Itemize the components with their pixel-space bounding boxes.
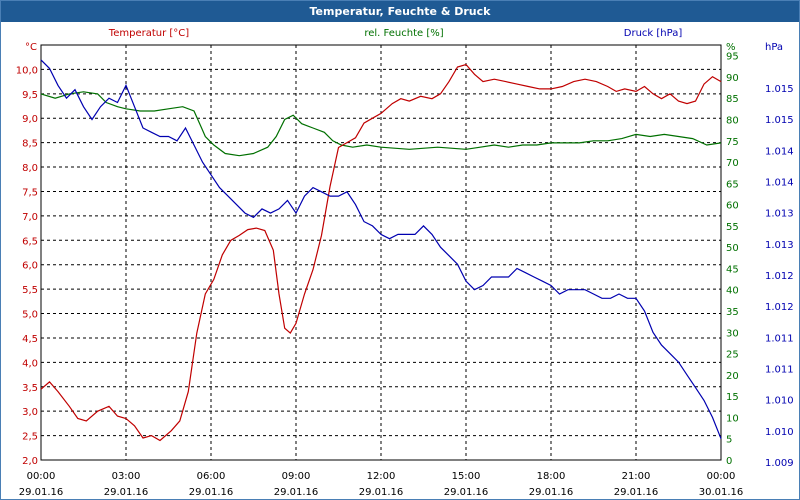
pressure-tick-label: 1.014 [765,178,794,189]
temperature-tick-label: 2,5 [22,432,38,443]
temperature-tick-label: 3,0 [22,407,38,418]
pressure-tick-label: 1.011 [765,333,794,344]
time-tick-label: 03:00 [112,471,141,482]
date-tick-label: 29.01.16 [614,487,659,498]
temperature-tick-label: 10,0 [16,65,38,76]
humidity-tick-label: 40 [726,286,739,297]
humidity-tick-label: 80 [726,115,739,126]
temperature-tick-label: 7,0 [22,212,38,223]
humidity-unit: % [726,42,736,53]
humidity-tick-label: 10 [726,413,739,424]
date-tick-label: 29.01.16 [529,487,574,498]
window-title: Temperatur, Feuchte & Druck [1,1,799,22]
humidity-tick-label: 70 [726,158,739,169]
time-tick-labels: 00:00 29.01.16 03:00 29.01.16 06:00 29.01.16 0… [19,471,744,498]
temperature-unit: °C [25,42,37,53]
humidity-tick-label: 75 [726,137,739,148]
pressure-tick-label: 1.013 [765,240,794,251]
time-tick-label: 09:00 [282,471,311,482]
time-tick-label: 06:00 [197,471,226,482]
humidity-tick-label: 35 [726,307,739,318]
temperature-axis-title: Temperatur [°C] [108,28,189,39]
temperature-tick-label: 9,5 [22,90,38,101]
pressure-tick-label: 1.012 [765,302,794,313]
pressure-tick-label: 1.015 [765,115,794,126]
pressure-tick-label: 1.010 [765,427,794,438]
pressure-tick-label: 1.012 [765,271,794,282]
humidity-tick-label: 65 [726,179,739,190]
temperature-tick-label: 4,0 [22,358,38,369]
temperature-tick-label: 2,0 [22,456,38,467]
grid [40,45,722,461]
humidity-tick-label: 55 [726,222,739,233]
humidity-tick-label: 95 [726,52,739,63]
time-tick-label: 12:00 [367,471,396,482]
pressure-tick-label: 1.013 [765,209,794,220]
temperature-tick-labels: 10,0 9,5 9,0 8,5 8,0 7,5 7,0 6,5 6,0 5,5 5,0 4,5 4,0… [16,65,38,467]
pressure-series-line [40,59,722,439]
humidity-tick-label: 20 [726,371,739,382]
temperature-tick-label: 4,5 [22,334,38,345]
humidity-tick-label: 5 [726,435,732,446]
temperature-tick-label: 7,5 [22,187,38,198]
temperature-tick-label: 6,0 [22,261,38,272]
pressure-tick-label: 1.009 [765,458,794,469]
humidity-tick-label: 45 [726,264,739,275]
humidity-tick-label: 60 [726,201,739,212]
pressure-tick-label: 1.011 [765,365,794,376]
temperature-tick-label: 9,0 [22,114,38,125]
humidity-tick-label: 25 [726,350,739,361]
humidity-tick-label: 50 [726,243,739,254]
pressure-tick-label: 1.010 [765,396,794,407]
time-tick-label: 18:00 [537,471,566,482]
temperature-tick-label: 5,0 [22,310,38,321]
date-tick-label: 29.01.16 [359,487,404,498]
date-tick-label: 29.01.16 [274,487,319,498]
pressure-tick-label: 1.014 [765,146,794,157]
date-tick-label: 29.01.16 [19,487,64,498]
humidity-axis-title: rel. Feuchte [%] [364,28,443,39]
humidity-tick-label: 85 [726,94,739,105]
humidity-tick-label: 0 [726,456,732,467]
plot-frame [40,44,722,461]
humidity-series-line [40,91,722,157]
date-tick-label: 29.01.16 [104,487,149,498]
date-tick-label: 30.01.16 [699,487,744,498]
time-tick-label: 00:00 [707,471,736,482]
time-tick-label: 15:00 [452,471,481,482]
pressure-tick-labels: 1.015 1.015 1.014 1.014 1.013 1.013 1.012 1.012… [765,84,794,469]
temperature-tick-label: 5,5 [22,285,38,296]
time-tick-label: 00:00 [27,471,56,482]
pressure-unit: hPa [765,42,783,53]
pressure-tick-label: 1.015 [765,84,794,95]
date-tick-label: 29.01.16 [444,487,489,498]
humidity-tick-label: 90 [726,73,739,84]
temperature-series-line [40,63,722,442]
date-tick-label: 29.01.16 [189,487,234,498]
temperature-tick-label: 6,5 [22,236,38,247]
humidity-tick-label: 15 [726,392,739,403]
humidity-tick-label: 30 [726,328,739,339]
temperature-tick-label: 8,0 [22,163,38,174]
temperature-tick-label: 8,5 [22,139,38,150]
pressure-axis-title: Druck [hPa] [624,28,683,39]
time-tick-label: 21:00 [622,471,651,482]
temperature-tick-label: 3,5 [22,383,38,394]
